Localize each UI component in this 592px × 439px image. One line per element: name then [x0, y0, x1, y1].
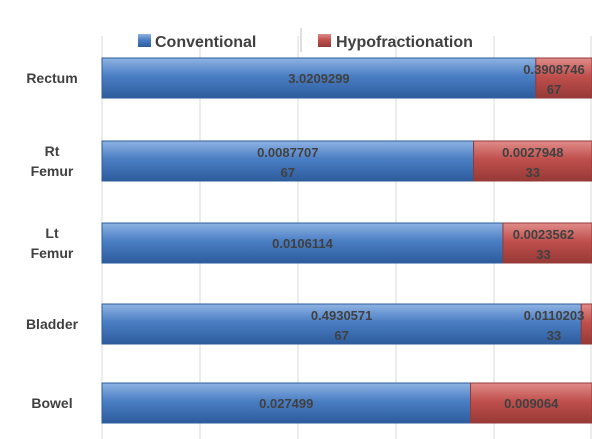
bars: 3.0209299 0.3908746 67 0.0087707 67 0.0027948…: [101, 57, 592, 424]
value-label: 0.4930571 67: [311, 308, 372, 343]
value-label: 0.0110203 33: [524, 308, 585, 343]
value-label: 0.3908746 67: [523, 62, 584, 97]
legend-label-conventional: Conventional: [155, 34, 256, 51]
value-label: 0.009064: [504, 396, 559, 411]
legend: Conventional Hypofractionation: [138, 28, 473, 52]
value-label: 0.0023562 33: [513, 227, 574, 262]
category-label: Rectum: [26, 70, 77, 86]
category-label: Bowel: [31, 395, 72, 411]
category-label: Bladder: [26, 316, 79, 332]
category-labels: Rectum Rt Femur Lt Femur Bladder Bowel: [26, 70, 79, 411]
category-label: Rt Femur: [31, 143, 74, 179]
bar-conventional-bladder: [101, 303, 582, 345]
bar-hypofractionation-bowel: [470, 382, 592, 424]
value-label: 0.027499: [259, 396, 313, 411]
bar-hypofractionation-rectum: [535, 57, 592, 99]
legend-swatch-conventional: [138, 34, 151, 47]
category-label: Lt Femur: [31, 225, 74, 261]
bar-conventional-bowel: [101, 382, 472, 424]
legend-label-hypofractionation: Hypofractionation: [336, 34, 473, 51]
legend-swatch-hypofractionation: [318, 34, 331, 47]
value-label: 0.0027948 33: [502, 145, 563, 180]
value-label: 3.0209299: [288, 71, 349, 86]
value-label: 0.0087707 67: [257, 145, 318, 180]
bar-conventional-rt-femur: [101, 140, 475, 182]
value-label: 0.0106114: [272, 236, 334, 251]
bar-conventional-rectum: [101, 57, 537, 99]
